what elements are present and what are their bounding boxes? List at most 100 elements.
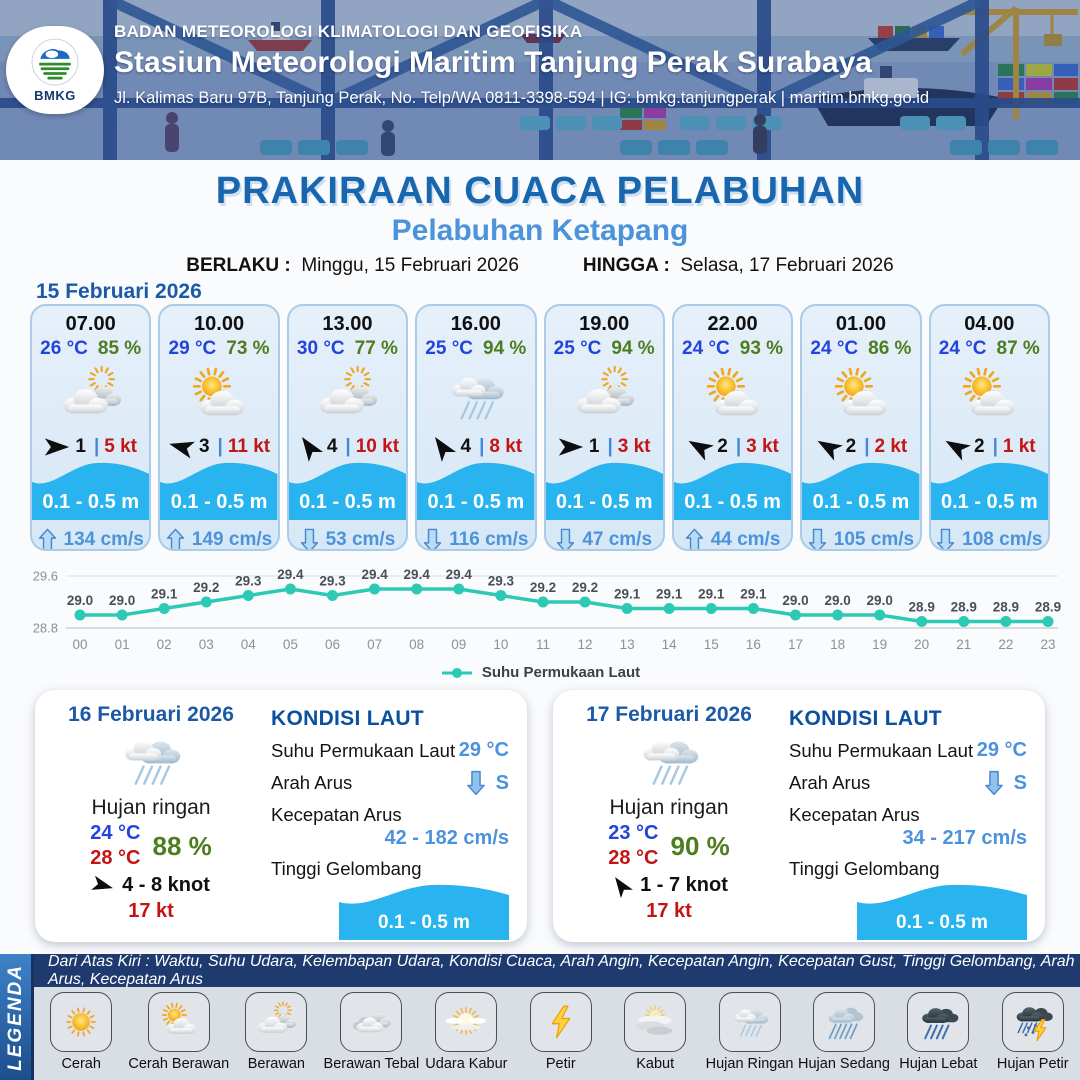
legend-label: Cerah Berawan [128,1056,230,1072]
svg-text:28.9: 28.9 [1035,600,1061,615]
svg-text:29.4: 29.4 [361,567,388,582]
wind-direction-icon [558,437,584,457]
legend-label: Kabut [636,1056,675,1072]
air-temperature: 25 °C [553,338,602,359]
svg-text:29.0: 29.0 [67,593,93,608]
sea-conditions-title: KONDISI LAUT [789,707,942,730]
wind-info: 2 | 1 kt [943,436,1036,461]
wind-force-value: 2 [973,436,985,457]
wave-shape [857,884,1027,940]
legend-weather-icon [812,992,875,1052]
sst-label: Suhu Permukaan Laut [271,739,456,761]
svg-text:07: 07 [367,637,382,652]
wave-height-value: 0.1 - 0.5 m [555,491,653,513]
current-speed-row: Kecepatan Arus [789,804,1027,826]
glass-braces [107,0,985,108]
humidity: 93 % [739,338,784,359]
svg-text:03: 03 [199,637,214,652]
svg-text:12: 12 [577,637,592,652]
wind-force-value: 3 [198,436,210,457]
legend-item: Hujan Petir [986,987,1080,1080]
legend-weather-icon [50,992,113,1052]
current-direction-icon [466,770,486,796]
berlaku-label: BERLAKU : [186,255,291,276]
weather-icon [432,365,520,429]
legend-item: Petir [514,987,608,1080]
current-info: 134 cm/s [32,520,149,550]
temperature-max: 28 °C [90,847,141,869]
current-speed: 53 cm/s [325,529,396,550]
bmkg-logo-icon [31,38,79,86]
forecast-time: 16.00 [450,313,501,335]
chart-legend-marker [441,667,472,678]
legend-label: Udara Kabur [425,1056,508,1072]
wind-force-value: 1 [75,436,86,457]
svg-text:10: 10 [493,637,508,652]
current-speed-value: 34 - 217 cm/s [902,827,1027,849]
legend-weather-icon [624,992,687,1052]
humidity: 90 % [670,830,730,861]
wave-height-row: Tinggi Gelombang [271,858,509,880]
sst-value: 29 °C [976,739,1027,761]
wind-info: 4 | 8 kt [429,436,522,462]
legend-label: Hujan Petir [996,1056,1069,1072]
legend-item: Hujan Sedang [797,987,891,1080]
hourly-forecast-card: 10.00 29 °C 73 % 3 | 11 kt 0.1 - 0.5 m 1… [158,304,280,551]
temp-humidity-row: 24 °C 93 % [682,338,783,360]
legend-weather-icon [435,992,498,1052]
current-speed: 134 cm/s [63,529,144,550]
wave-height-value: 0.1 - 0.5 m [684,491,781,513]
daily-date: 17 Februari 2026 [586,703,752,726]
daily-forecast-card: 17 Februari 2026 Hujan ringan 23 °C 28 °… [553,690,1045,942]
header-text: BADAN METEOROLOGI KLIMATOLOGI DAN GEOFIS… [114,22,929,108]
temperature-min: 23 °C [608,822,659,844]
current-direction-icon [166,527,185,549]
humidity: 94 % [483,338,527,359]
svg-text:28.9: 28.9 [951,600,977,615]
legend-item: Udara Kabur [419,987,513,1080]
current-direction-value-group: S [466,770,509,796]
wave-height-band: 0.1 - 0.5 m [673,458,792,520]
waiting-chairs [260,140,1058,155]
wind-force-value: 2 [717,436,728,457]
forecast-time: 13.00 [322,313,373,335]
ship-icon [248,22,312,51]
separator: | [345,436,351,457]
berlaku-value: Minggu, 15 Februari 2026 [301,255,519,276]
current-direction-icon [300,527,319,549]
valid-until: HINGGA : Selasa, 17 Februari 2026 [583,255,894,277]
wave-shape [32,462,150,520]
wave-shape [673,462,792,520]
legend-item: Berawan Tebal [324,987,419,1080]
wind-direction-icon [608,872,635,900]
legend-description: Dari Atas Kiri : Waktu, Suhu Udara, Kele… [34,953,1080,988]
wind-direction-icon [293,431,324,464]
hourly-forecast-card: 07.00 26 °C 85 % 1 | 5 kt 0.1 - 0.5 m 13… [30,304,152,551]
weather-icon [303,365,391,429]
wave-height-band: 0.1 - 0.5 m [32,458,150,520]
wind-range: 1 - 7 knot [640,874,728,896]
humidity: 94 % [611,338,655,359]
daily-forecast-card: 16 Februari 2026 Hujan ringan 24 °C 28 °… [35,690,527,942]
separator: | [479,436,485,457]
temp-humidity-row: 30 °C 77 % [297,338,398,360]
wind-info: 2 | 2 kt [815,436,907,461]
page-title: PRAKIRAAN CUACA PELABUHAN [215,170,865,212]
sea-surface-temp-row: Suhu Permukaan Laut 29 °C [789,739,1027,762]
bmkg-logo: BMKG [6,26,104,114]
hourly-forecast-card: 19.00 25 °C 94 % 1 | 3 kt 0.1 - 0.5 m 47… [543,304,665,551]
legend-item: Kabut [608,987,702,1080]
legend-label: Cerah [61,1056,101,1072]
wind-speed: 3 kt [746,436,779,457]
wind-speed: 5 kt [104,436,138,457]
humidity: 85 % [97,338,142,359]
svg-text:23: 23 [1040,637,1055,652]
wave-height-value: 0.1 - 0.5 m [812,491,910,513]
svg-text:15: 15 [704,637,719,652]
forecast-date: 15 Februari 2026 [36,280,202,303]
svg-text:28.8: 28.8 [33,621,58,636]
sst-chart-section: 28.8 29.6 29.0 29.0 29.1 29.2 29.3 29.4 29.3 29.4… [0,556,1080,681]
weather-icon [560,365,648,429]
wave-height-band: 0.1 - 0.5 m [545,458,663,520]
hourly-forecast-card: 16.00 25 °C 94 % 4 | 8 kt 0.1 - 0.5 m 11… [415,304,537,551]
